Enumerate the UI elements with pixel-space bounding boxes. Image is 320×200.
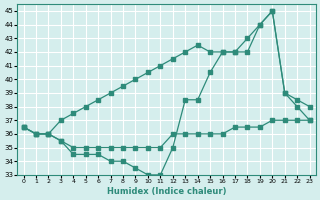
X-axis label: Humidex (Indice chaleur): Humidex (Indice chaleur) bbox=[107, 187, 226, 196]
